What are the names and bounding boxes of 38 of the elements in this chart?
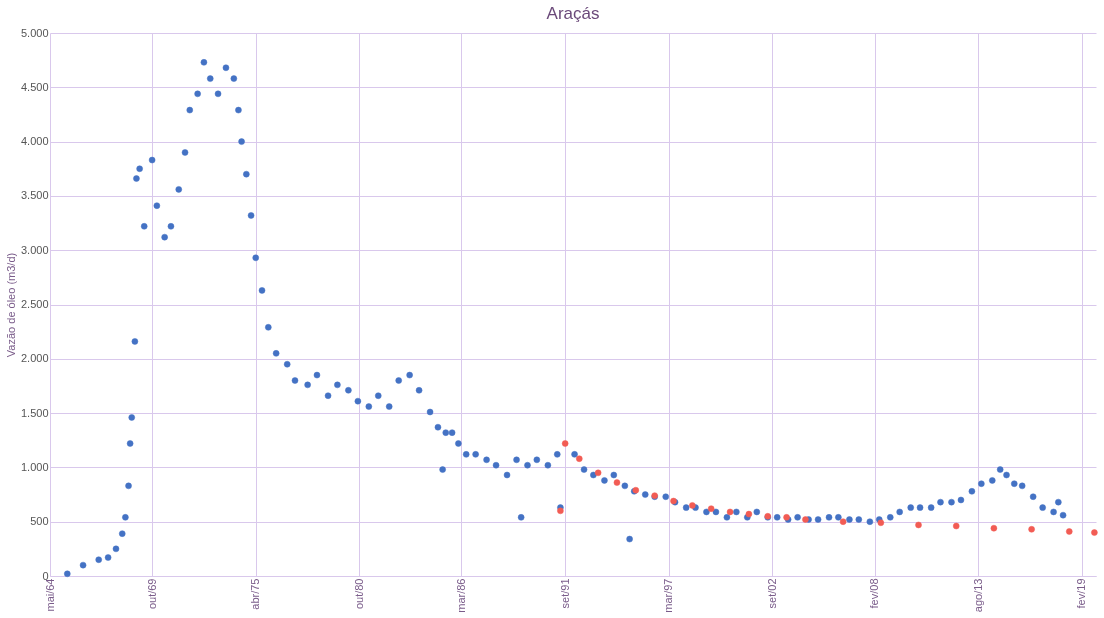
point (877, 519, 885, 527)
point (915, 521, 922, 529)
point (594, 469, 602, 477)
point (839, 518, 847, 525)
point (707, 505, 715, 512)
x-tick-label: set/02 (765, 578, 778, 609)
point (613, 479, 621, 486)
y-tick-label: 1.500 (20, 406, 49, 419)
point (1091, 529, 1098, 536)
y-tick-label: 4.500 (20, 80, 49, 93)
y-tick-label: 3.000 (20, 243, 49, 256)
point (726, 508, 734, 516)
y-tick-label: 2.500 (20, 298, 49, 310)
x-tick-label: fev/08 (868, 578, 881, 609)
y-tick-label: 4.000 (20, 135, 49, 148)
point (561, 440, 569, 447)
point (990, 524, 998, 532)
x-tick-label: mar/86 (454, 578, 467, 613)
y-axis-title: Vazão de óleo (m3/d) (4, 252, 17, 358)
y-tick-label: 500 (30, 515, 49, 528)
point (557, 507, 564, 515)
chart-title: Araçás (546, 4, 600, 23)
y-tick-label: 5.000 (20, 26, 49, 39)
point (1028, 526, 1035, 533)
point (1066, 528, 1073, 535)
point (952, 522, 960, 530)
y-tick-label: 2.000 (20, 352, 49, 365)
x-tick-label: mar/97 (662, 578, 675, 613)
x-tick-label: abr/75 (249, 578, 262, 610)
y-tick-label: 1.000 (20, 460, 49, 473)
y-tick-label: 3.500 (20, 189, 49, 202)
x-tick-label: ago/13 (971, 578, 984, 613)
point (576, 455, 583, 462)
x-tick-label: set/91 (558, 578, 571, 609)
x-tick-label: out/80 (352, 578, 365, 610)
x-tick-label: fev/19 (1075, 578, 1088, 609)
x-tick-label: out/69 (145, 578, 158, 610)
point (745, 510, 753, 518)
